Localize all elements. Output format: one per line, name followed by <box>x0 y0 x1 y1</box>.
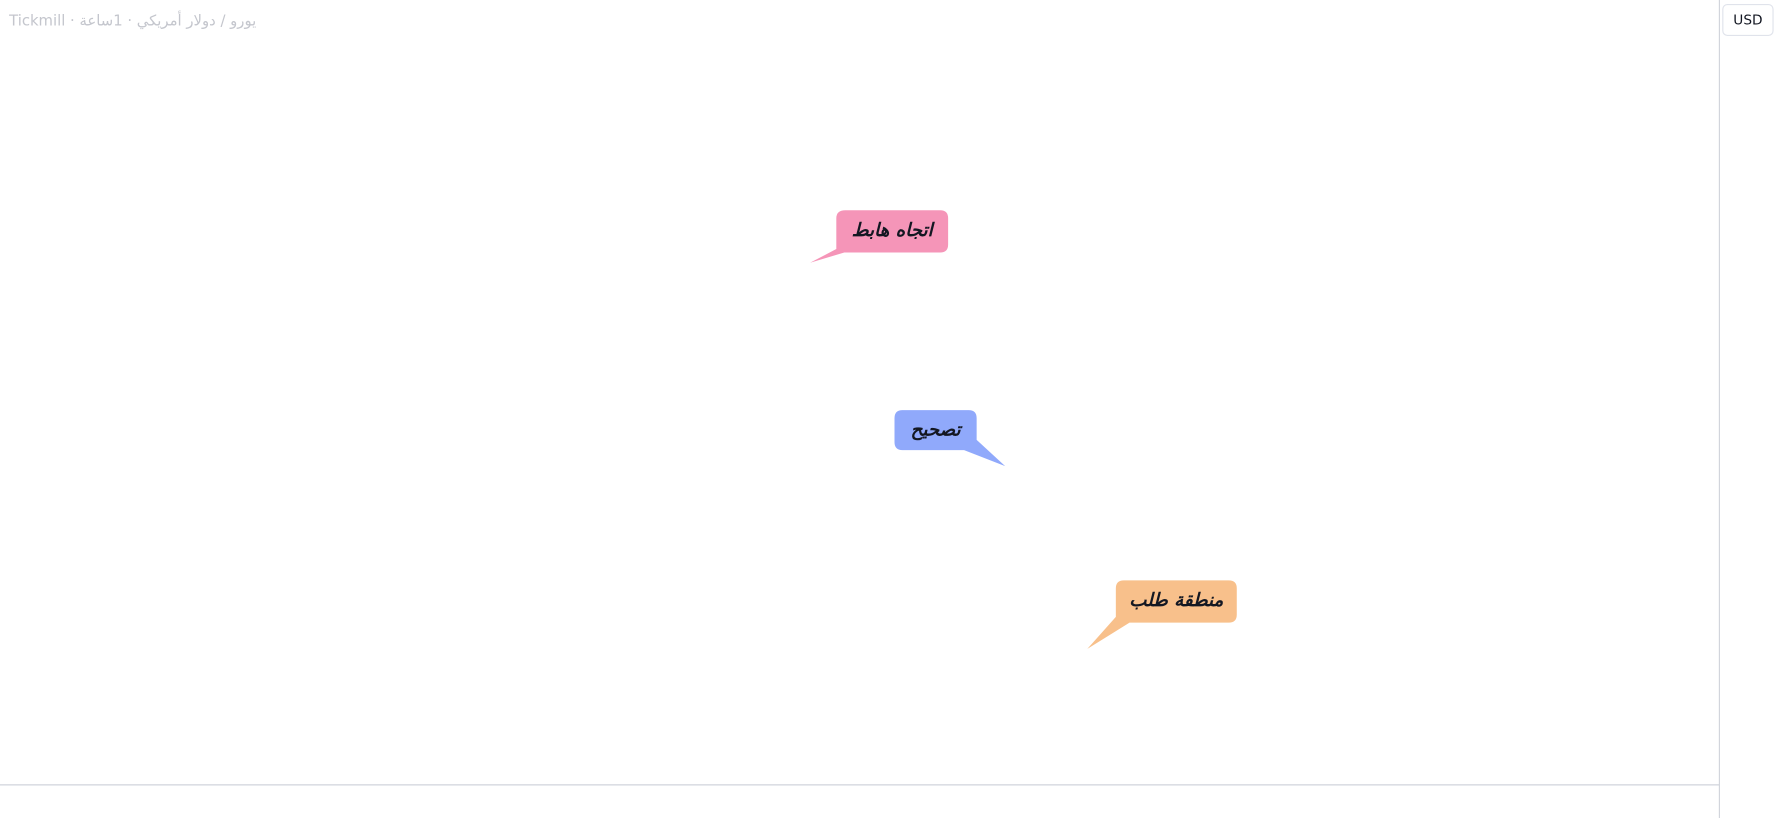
callout: اتجاه هابط <box>810 210 949 263</box>
callout: تصحيح <box>894 410 1006 467</box>
currency-button[interactable]: USD <box>1722 3 1774 36</box>
callout-text: اتجاه هابط <box>852 220 936 241</box>
currency-label[interactable]: USD <box>1733 13 1762 29</box>
callout-shape <box>894 410 1006 467</box>
watermark-title: Tickmill · يورو / دولار أمريكي · 1ساعة <box>8 11 256 30</box>
currency-box[interactable] <box>1722 3 1774 36</box>
callout-text: تصحيح <box>911 420 964 441</box>
callout-shape <box>1087 580 1237 649</box>
price-axis-bg <box>1719 0 1789 818</box>
callout-text: منطقة طلب <box>1129 590 1223 611</box>
annotations: اتجاه هابط تصحيح منطقة طلب <box>810 210 1237 649</box>
callout: منطقة طلب <box>1087 580 1237 649</box>
time-axis-bg <box>0 784 1720 818</box>
callout-shape <box>810 210 949 263</box>
